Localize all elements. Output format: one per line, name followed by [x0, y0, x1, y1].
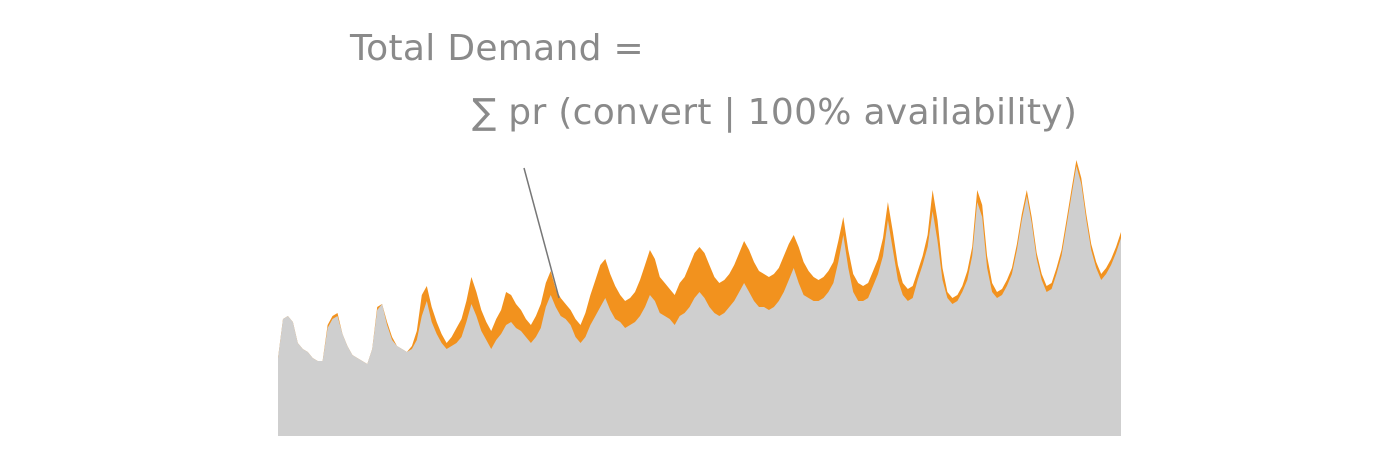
annotation-leader-line — [523, 167, 560, 299]
annotation-formula: ∑ pr (convert | 100% availability) — [472, 92, 1078, 133]
annotation-title: Total Demand = — [350, 28, 644, 69]
base-area — [278, 166, 1121, 436]
